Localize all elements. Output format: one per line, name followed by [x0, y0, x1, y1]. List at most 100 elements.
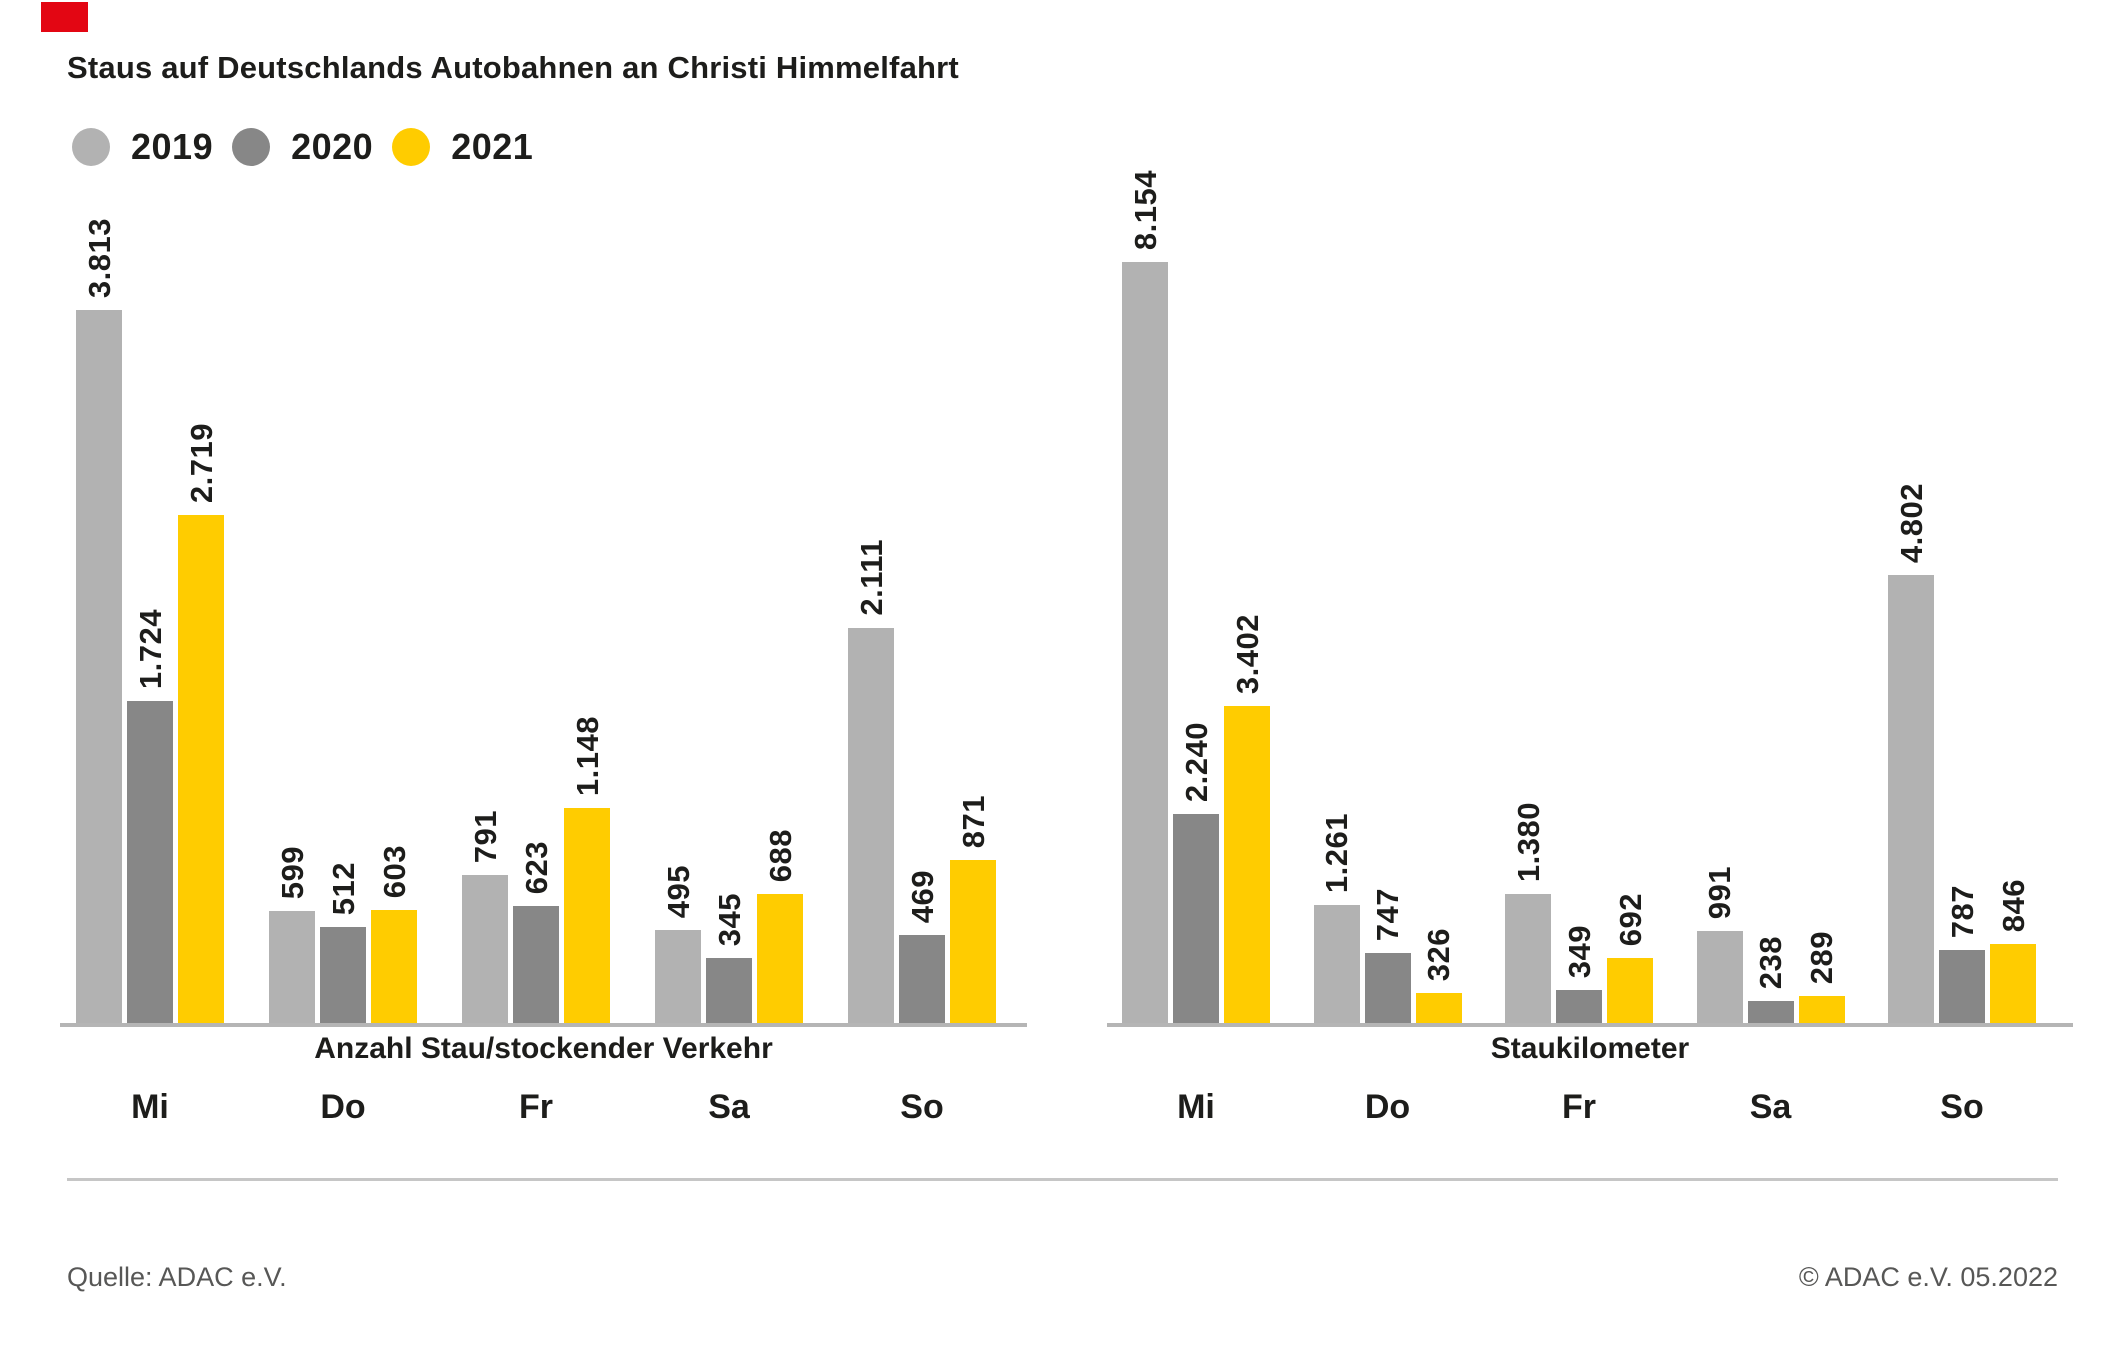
legend-item-2020: 2020 [232, 126, 373, 168]
legend-label: 2020 [291, 126, 374, 167]
bar-2021-Mi [1224, 706, 1270, 1023]
bar-value-label: 787 [1944, 884, 1980, 938]
day-label-Sa: Sa [1749, 1088, 1792, 1126]
bar-value-label: 688 [762, 828, 798, 882]
day-label-Mi: Mi [131, 1088, 169, 1126]
bar-column: 238 [1747, 935, 1794, 1023]
bar-column: 623 [513, 841, 559, 1023]
bar-value-label: 8.154 [1127, 169, 1163, 250]
bar-column: 2.111 [848, 539, 894, 1023]
chart-title-left: Anzahl Stau/stockender Verkehr [314, 1032, 773, 1065]
bar-value-label: 349 [1561, 924, 1597, 978]
bar-group-Mi: 8.154 2.240 3.402 [1122, 170, 1270, 1023]
bar-column: 1.261 [1313, 812, 1360, 1023]
red-marker [41, 2, 88, 32]
bar-column: 688 [757, 829, 803, 1023]
legend-label: 2021 [451, 126, 534, 167]
bar-2021-So [950, 860, 996, 1023]
bar-group-Fr: 791 623 1.148 [462, 716, 610, 1023]
bar-2020-Mi [127, 701, 173, 1023]
bar-value-label: 846 [1995, 878, 2031, 932]
bar-2020-Sa [706, 958, 752, 1023]
bar-column: 871 [950, 795, 996, 1023]
day-label-Fr: Fr [1562, 1088, 1596, 1126]
bar-2019-Mi [1122, 262, 1168, 1023]
bar-2020-Fr [1556, 990, 1602, 1023]
bar-value-label: 1.380 [1510, 801, 1546, 882]
bar-column: 603 [371, 845, 417, 1023]
bar-2020-Do [1364, 953, 1411, 1023]
bar-column: 599 [269, 846, 315, 1023]
bar-2020-Sa [1747, 1001, 1794, 1023]
bar-column: 469 [899, 870, 945, 1023]
legend: 2019 2020 2021 [72, 126, 533, 168]
bar-value-label: 3.402 [1229, 613, 1265, 694]
bar-value-label: 4.802 [1893, 482, 1929, 563]
bar-value-label: 2.111 [853, 539, 889, 616]
footer: Quelle: ADAC e.V. © ADAC e.V. 05.2022 [67, 1262, 2058, 1293]
bar-column: 991 [1696, 865, 1743, 1023]
bar-value-label: 345 [711, 892, 747, 946]
bar-value-label: 469 [904, 869, 940, 923]
source-text: Quelle: ADAC e.V. [67, 1262, 287, 1292]
bar-column: 495 [655, 865, 701, 1023]
bar-column: 2.240 [1173, 722, 1219, 1023]
bar-value-label: 289 [1804, 930, 1839, 984]
bar-value-label: 747 [1370, 887, 1405, 941]
day-label-Do: Do [1364, 1088, 1411, 1126]
day-label-Sa: Sa [708, 1088, 750, 1126]
bar-column: 345 [706, 893, 752, 1023]
bar-2021-Mi [178, 515, 224, 1023]
bar-group-Do: 1.261 747 326 [1313, 812, 1462, 1023]
x-axis-line [1107, 1023, 2073, 1027]
bar-2021-Do [1415, 993, 1462, 1023]
bar-column: 8.154 [1122, 170, 1168, 1023]
day-label-Fr: Fr [519, 1088, 553, 1126]
bar-column: 692 [1607, 893, 1653, 1023]
bar-group-So: 4.802 787 846 [1888, 483, 2036, 1023]
bar-value-label: 512 [325, 861, 361, 915]
bar-2019-Fr [1505, 894, 1551, 1023]
legend-swatch-2019-icon [72, 128, 110, 166]
legend-swatch-2020-icon [232, 128, 271, 166]
bar-2019-Sa [655, 930, 701, 1023]
bar-value-label: 791 [467, 809, 503, 863]
legend-item-2021: 2021 [392, 126, 533, 168]
bar-2021-So [1990, 944, 2036, 1023]
copyright-text: © ADAC e.V. 05.2022 [1798, 1262, 2058, 1292]
bar-2020-So [899, 935, 945, 1023]
bar-plot-left: 3.813 1.724 2.719 599 512 603 791 623 1.148 495 34… [60, 0, 1027, 1023]
bar-value-label: 692 [1612, 892, 1648, 946]
bar-column: 747 [1364, 887, 1411, 1023]
bar-group-So: 2.111 469 871 [848, 539, 996, 1023]
bar-column: 289 [1798, 930, 1845, 1023]
bar-value-label: 603 [376, 844, 412, 898]
bar-value-label: 238 [1753, 935, 1788, 989]
bar-2020-So [1939, 950, 1985, 1023]
bar-2021-Sa [757, 894, 803, 1023]
bar-column: 3.813 [76, 218, 122, 1023]
bar-value-label: 2.719 [183, 422, 219, 503]
divider-line [67, 1178, 2058, 1181]
bar-value-label: 2.240 [1178, 721, 1214, 802]
day-label-So: So [900, 1088, 944, 1126]
bar-value-label: 1.261 [1319, 812, 1354, 893]
bar-group-Sa: 495 345 688 [655, 829, 803, 1023]
bar-2021-Do [371, 910, 417, 1023]
day-label-Do: Do [320, 1088, 366, 1126]
bar-value-label: 871 [955, 794, 991, 848]
bar-column: 787 [1939, 885, 1985, 1023]
legend-item-2019: 2019 [72, 126, 213, 168]
bar-column: 1.380 [1505, 802, 1551, 1023]
bar-2019-So [848, 628, 894, 1023]
bar-2019-Do [1313, 905, 1360, 1023]
bar-2021-Fr [564, 808, 610, 1023]
bar-column: 2.719 [178, 423, 224, 1023]
bar-value-label: 1.724 [132, 608, 168, 689]
bar-column: 349 [1556, 925, 1602, 1023]
bar-column: 791 [462, 810, 508, 1023]
bar-value-label: 991 [1702, 865, 1737, 919]
day-label-Mi: Mi [1177, 1088, 1215, 1126]
bar-group-Mi: 3.813 1.724 2.719 [76, 218, 224, 1023]
